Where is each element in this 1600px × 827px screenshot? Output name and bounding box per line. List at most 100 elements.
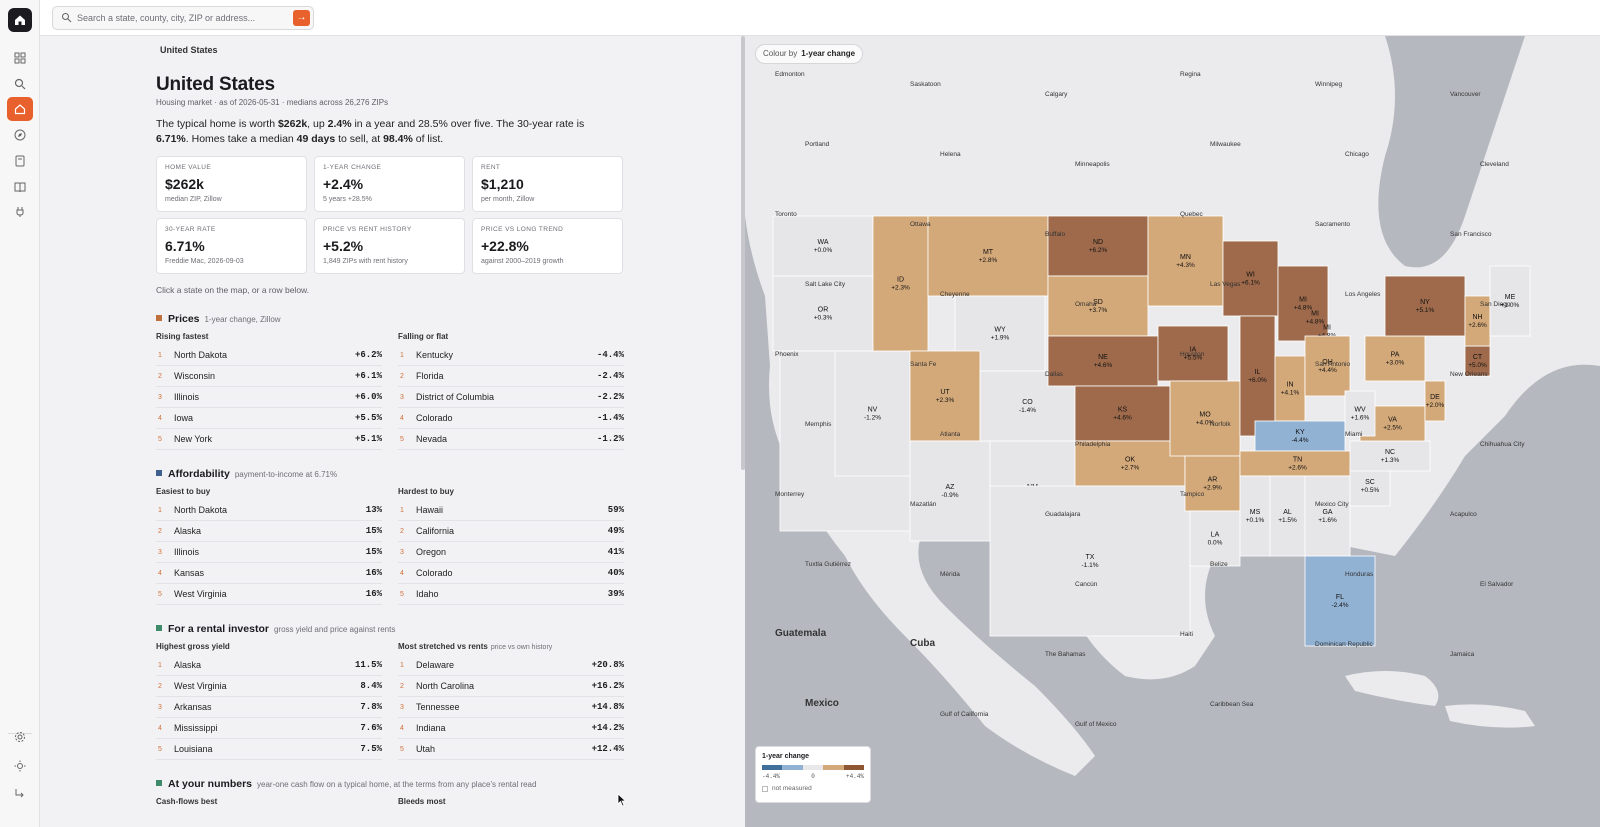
state-value-label: +2.6% — [1288, 465, 1307, 472]
ranking-row[interactable]: 4 Iowa +5.5% — [156, 408, 382, 429]
ranking-heading: Highest gross yield — [156, 642, 230, 651]
ranking-right: Most stretched vs rents price vs own hist… — [398, 642, 624, 760]
state-nv[interactable] — [834, 350, 911, 477]
ranking-row[interactable]: 5 Utah +12.4% — [398, 739, 624, 760]
ranking-row[interactable]: 2 Wisconsin +6.1% — [156, 366, 382, 387]
state-value-label: +2.8% — [979, 257, 998, 264]
ranking-row[interactable]: 2 North Carolina +16.2% — [398, 676, 624, 697]
state-pa[interactable] — [1364, 335, 1426, 382]
state-name: Louisiana — [174, 744, 213, 754]
state-mi[interactable] — [1277, 265, 1329, 342]
ranking-row[interactable]: 4 Colorado -1.4% — [398, 408, 624, 429]
state-ks[interactable] — [1074, 385, 1171, 442]
ranking-row[interactable]: 1 North Dakota 13% — [156, 500, 382, 521]
ranking-row[interactable]: 4 Indiana +14.2% — [398, 718, 624, 739]
ranking-row[interactable]: 1 Hawaii 59% — [398, 500, 624, 521]
ranking-left: Highest gross yield 1 Alaska 11.5% 2 West Vir… — [156, 642, 382, 760]
state-ct[interactable] — [1464, 345, 1491, 377]
state-name: Illinois — [174, 392, 200, 402]
state-ga[interactable] — [1304, 475, 1351, 557]
state-wv[interactable] — [1344, 390, 1376, 437]
legend-swatch — [762, 765, 783, 770]
ranking-row[interactable]: 5 New York +5.1% — [156, 429, 382, 450]
state-in[interactable] — [1274, 355, 1306, 422]
state-ky[interactable] — [1254, 420, 1346, 452]
state-fl[interactable] — [1304, 555, 1376, 647]
breadcrumb[interactable]: United States — [160, 45, 218, 55]
ranking-row[interactable]: 3 Illinois 15% — [156, 542, 382, 563]
state-wi[interactable] — [1222, 240, 1279, 317]
home-logo-icon[interactable] — [8, 8, 32, 32]
state-mn[interactable] — [1147, 215, 1224, 307]
state-id[interactable] — [872, 215, 929, 352]
state-de[interactable] — [1424, 380, 1446, 422]
ranking-row[interactable]: 4 Kansas 16% — [156, 563, 382, 584]
collapse-icon[interactable] — [7, 780, 33, 804]
ranking-row[interactable]: 2 Florida -2.4% — [398, 366, 624, 387]
state-ia[interactable] — [1157, 325, 1229, 382]
state-tn[interactable] — [1239, 450, 1356, 477]
state-sc[interactable] — [1349, 465, 1391, 507]
search-icon[interactable] — [7, 72, 33, 96]
state-value-label: +4.6% — [1094, 362, 1113, 369]
place-label: Chihuahua City — [1480, 441, 1525, 448]
state-la[interactable] — [1189, 510, 1241, 567]
ranking-row[interactable]: 5 West Virginia 16% — [156, 584, 382, 605]
ranking-row[interactable]: 2 West Virginia 8.4% — [156, 676, 382, 697]
state-tx[interactable] — [989, 485, 1191, 637]
ranking-row[interactable]: 5 Nevada -1.2% — [398, 429, 624, 450]
ranking-row[interactable]: 4 Colorado 40% — [398, 563, 624, 584]
hudson-bay-water — [1378, 36, 1525, 268]
state-oh[interactable] — [1304, 335, 1351, 397]
ranking-row[interactable]: 2 California 49% — [398, 521, 624, 542]
choropleth-map[interactable]: WA+0.0%OR+0.3%CA-0.3%NV-1.2%ID+2.3%MT+2.… — [745, 36, 1600, 827]
ranking-row[interactable]: 5 Idaho 39% — [398, 584, 624, 605]
colour-by-selector[interactable]: Colour by 1-year change — [755, 44, 864, 64]
search-box[interactable]: → — [52, 6, 314, 30]
ranking-row[interactable]: 1 Kentucky -4.4% — [398, 345, 624, 366]
map-canvas[interactable]: WA+0.0%OR+0.3%CA-0.3%NV-1.2%ID+2.3%MT+2.… — [745, 36, 1600, 827]
state-nh[interactable] — [1464, 295, 1491, 347]
state-mo[interactable] — [1169, 380, 1241, 457]
ranking-row[interactable]: 3 Tennessee +14.8% — [398, 697, 624, 718]
state-ms[interactable] — [1239, 475, 1271, 557]
ranking-row[interactable]: 3 Illinois +6.0% — [156, 387, 382, 408]
search-submit-button[interactable]: → — [293, 10, 310, 26]
ranking-row[interactable]: 3 Arkansas 7.8% — [156, 697, 382, 718]
book-icon[interactable] — [7, 175, 33, 199]
state-ne[interactable] — [1047, 335, 1159, 387]
state-me[interactable] — [1489, 265, 1531, 337]
search-input[interactable] — [77, 7, 282, 29]
state-code-label: ID — [897, 277, 904, 284]
state-wa[interactable] — [772, 215, 874, 277]
metric-card-price-vs-rent: PRICE VS RENT HISTORY +5.2% 1,849 ZIPs wit… — [314, 218, 465, 274]
rank-number: 1 — [158, 506, 162, 514]
home-icon[interactable] — [7, 97, 33, 121]
ranking-row[interactable]: 4 Mississippi 7.6% — [156, 718, 382, 739]
state-sd[interactable] — [1047, 275, 1149, 337]
plug-icon[interactable] — [7, 200, 33, 224]
theme-sun-icon[interactable] — [7, 754, 33, 778]
calculator-icon[interactable] — [7, 149, 33, 173]
state-nc[interactable] — [1349, 440, 1431, 472]
state-il[interactable] — [1239, 315, 1276, 437]
dashboard-icon[interactable] — [7, 46, 33, 70]
state-ny[interactable] — [1384, 275, 1466, 337]
panel-resize-handle[interactable] — [741, 36, 745, 470]
gear-icon[interactable] — [7, 725, 33, 749]
ranking-row[interactable]: 1 North Dakota +6.2% — [156, 345, 382, 366]
compass-icon[interactable] — [7, 123, 33, 147]
ranking-row[interactable]: 1 Alaska 11.5% — [156, 655, 382, 676]
state-az[interactable] — [909, 440, 991, 542]
state-al[interactable] — [1269, 475, 1306, 557]
state-ar[interactable] — [1184, 455, 1241, 512]
ranking-row[interactable]: 3 Oregon 41% — [398, 542, 624, 563]
ranking-row[interactable]: 5 Louisiana 7.5% — [156, 739, 382, 760]
state-mt[interactable] — [927, 215, 1049, 297]
ranking-row[interactable]: 1 Delaware +20.8% — [398, 655, 624, 676]
ranking-row[interactable]: 3 District of Columbia -2.2% — [398, 387, 624, 408]
ranking-row[interactable]: 2 Alaska 15% — [156, 521, 382, 542]
state-value-label: -1.1% — [1082, 562, 1099, 569]
states-layer[interactable]: WA+0.0%OR+0.3%CA-0.3%NV-1.2%ID+2.3%MT+2.… — [772, 215, 1531, 647]
state-nd[interactable] — [1047, 215, 1149, 277]
